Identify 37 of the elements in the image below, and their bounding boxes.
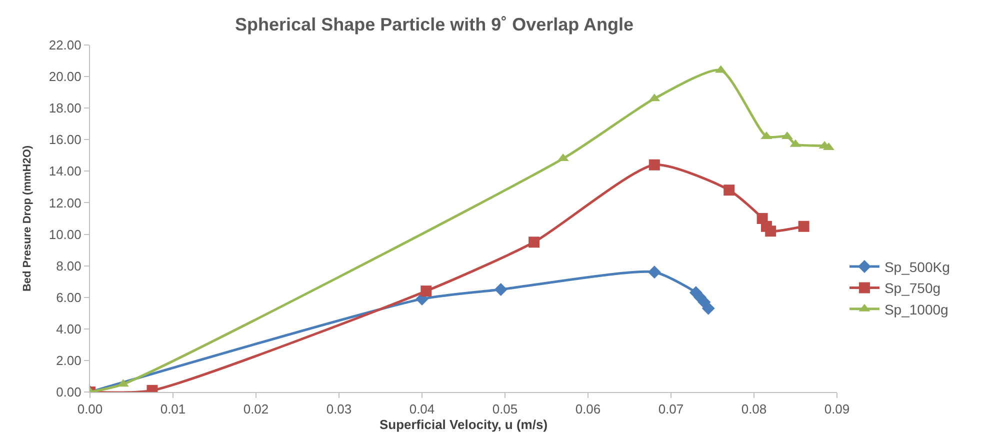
legend-label: Sp_500Kg: [884, 258, 950, 275]
y-tick-label: 10.00: [48, 226, 82, 242]
x-tick-label: 0.06: [575, 402, 601, 417]
y-tick-label: 6.00: [56, 290, 82, 305]
x-tick-label: 0.04: [409, 402, 435, 417]
point: [724, 184, 735, 196]
point: [702, 302, 715, 315]
y-tick-label: 12.00: [48, 195, 82, 210]
y-tick-label: 20.00: [48, 69, 82, 84]
x-tick-label: 0.08: [741, 402, 767, 417]
y-tick-label: 2.00: [56, 353, 82, 368]
y-tick-label: 0.00: [56, 384, 82, 400]
y-tick-label: 22.00: [48, 38, 82, 53]
x-tick-label: 0.05: [492, 402, 518, 417]
x-tick-label: 0.09: [824, 402, 850, 417]
x-tick-label: 0.07: [658, 402, 684, 417]
y-tick-label: 8.00: [56, 258, 82, 274]
y-tick-label: 14.00: [48, 164, 82, 179]
y-tick-label: 4.00: [56, 321, 82, 336]
x-tick-label: 0.00: [77, 402, 103, 417]
x-tick-label: 0.02: [243, 402, 269, 417]
chart-title: Spherical Shape Particle with 9˚ Overlap Angle: [235, 14, 634, 34]
x-tick-label: 0.01: [160, 402, 186, 417]
point: [648, 266, 661, 279]
point: [494, 282, 508, 296]
y-axis-title: Bed Presure Drop (mmH2O): [22, 145, 34, 292]
x-axis-title: Superficial Velocity, u (m/s): [379, 417, 548, 432]
point: [420, 286, 432, 297]
point: [648, 159, 660, 170]
y-tick-label: 16.00: [48, 132, 82, 148]
point: [528, 236, 540, 248]
legend-label: Sp_750g: [884, 280, 941, 296]
point: [765, 226, 776, 237]
legend-label: Sp_1000g: [884, 301, 948, 318]
x-tick-label: 0.03: [326, 402, 352, 417]
y-tick-label: 18.00: [48, 100, 82, 116]
point: [798, 220, 810, 232]
